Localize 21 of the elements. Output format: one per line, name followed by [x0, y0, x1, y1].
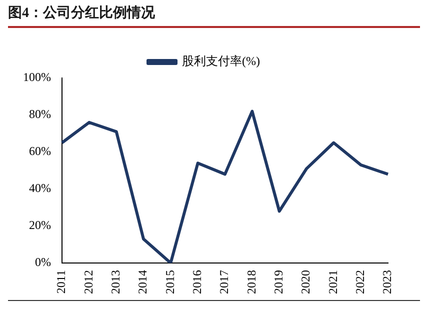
- x-tick-label: 2011: [54, 270, 68, 294]
- x-tick-label: 2012: [81, 270, 96, 294]
- x-tick-label: 2019: [271, 270, 286, 294]
- x-tick-label: 2015: [162, 270, 177, 294]
- x-tick-label: 2022: [352, 270, 367, 294]
- y-tick-label: 60%: [28, 144, 51, 158]
- y-tick-label: 80%: [28, 107, 51, 122]
- x-tick-label: 2016: [190, 270, 204, 294]
- x-tick-label: 2020: [298, 270, 313, 294]
- y-tick-label: 20%: [28, 218, 51, 232]
- legend-label: 股利支付率(%): [182, 54, 260, 68]
- x-tick-label: 2021: [326, 270, 340, 294]
- x-tick-label: 2013: [108, 270, 122, 294]
- chart-title: 图4：公司分红比例情况: [8, 4, 420, 28]
- x-tick-label: 2017: [217, 270, 232, 294]
- x-tick-label: 2018: [244, 270, 258, 294]
- y-tick-label: 100%: [22, 70, 51, 84]
- x-tick-label: 2023: [380, 270, 394, 294]
- y-tick-label: 0%: [34, 255, 51, 270]
- y-tick-label: 40%: [28, 181, 51, 196]
- x-tick-label: 2014: [136, 270, 150, 294]
